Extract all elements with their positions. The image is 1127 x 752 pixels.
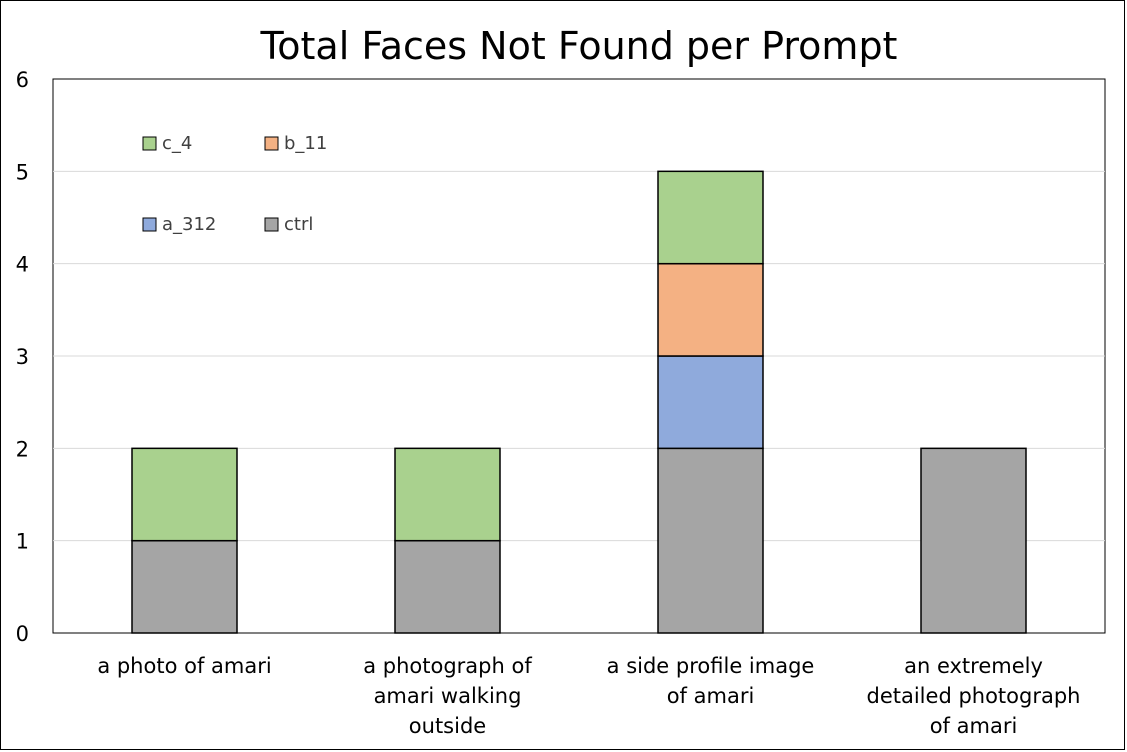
- legend-label-c_4: c_4: [162, 133, 192, 154]
- bar-segment-c_4: [657, 170, 764, 265]
- legend-label-a_312: a_312: [162, 214, 216, 235]
- chart-title: Total Faces Not Found per Prompt: [260, 24, 898, 68]
- x-category-label: a photograph of: [363, 654, 532, 678]
- x-category-label: an extremely: [904, 654, 1043, 678]
- bar-segment-ctrl: [394, 539, 501, 634]
- x-category-label: detailed photograph: [867, 684, 1081, 708]
- bar-segment-a_312: [657, 355, 764, 450]
- bar-segment-c_4: [394, 447, 501, 542]
- y-tick-label: 4: [16, 253, 29, 277]
- bar-segment-c_4: [131, 447, 238, 542]
- legend: c_4 b_11 a_312 ctrl: [142, 133, 327, 235]
- legend-swatch-b_11: [264, 136, 279, 151]
- bars: [131, 170, 1027, 634]
- legend-swatch-ctrl: [264, 217, 279, 232]
- bar-segment-ctrl: [920, 447, 1027, 634]
- y-tick-label: 3: [16, 345, 29, 369]
- x-category-label: amari walking: [374, 684, 522, 708]
- bar-segment-b_11: [657, 262, 764, 357]
- x-category-label: of amari: [930, 714, 1018, 738]
- y-axis-ticks: 0 1 2 3 4 5 6: [16, 68, 29, 646]
- legend-swatch-c_4: [142, 136, 157, 151]
- y-tick-label: 6: [16, 68, 29, 92]
- x-category-label: outside: [409, 714, 486, 738]
- x-axis-labels: a photo of amari a photograph of amari wal…: [97, 654, 1080, 738]
- legend-swatch-a_312: [142, 217, 157, 232]
- x-category-label: a photo of amari: [97, 654, 271, 678]
- bar-segment-ctrl: [131, 539, 238, 634]
- bar-segment-ctrl: [657, 447, 764, 634]
- y-tick-label: 1: [16, 530, 29, 554]
- x-category-label: a side profile image: [607, 654, 815, 678]
- y-tick-label: 0: [16, 622, 29, 646]
- legend-label-ctrl: ctrl: [284, 214, 313, 235]
- y-tick-label: 2: [16, 437, 29, 461]
- legend-label-b_11: b_11: [284, 133, 327, 154]
- x-category-label: of amari: [667, 684, 755, 708]
- y-tick-label: 5: [16, 160, 29, 184]
